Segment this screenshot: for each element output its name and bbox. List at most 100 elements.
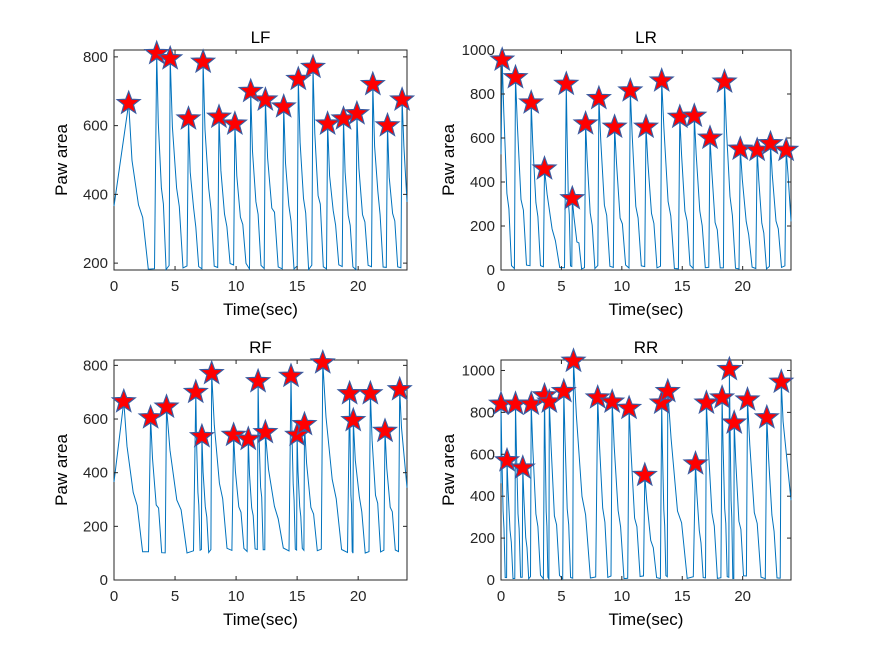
peak-marker xyxy=(502,63,529,89)
y-tick-label: 600 xyxy=(83,118,108,135)
y-tick-label: 400 xyxy=(83,186,108,203)
peak-marker xyxy=(493,446,521,472)
x-tick-label: 10 xyxy=(613,278,630,295)
peak-marker xyxy=(648,67,675,92)
x-tick-label: 0 xyxy=(497,278,505,295)
peak-marker xyxy=(734,386,761,411)
y-axis-label: Paw area xyxy=(439,124,458,196)
peak-marker xyxy=(371,417,399,443)
subplot-title: LF xyxy=(251,28,271,47)
x-tick-label: 20 xyxy=(734,588,751,605)
peak-marker xyxy=(773,136,800,162)
x-tick-label: 15 xyxy=(674,278,691,295)
peak-marker xyxy=(386,375,413,401)
y-tick-label: 400 xyxy=(83,465,108,482)
y-tick-label: 400 xyxy=(470,488,495,505)
x-axis-label: Time(sec) xyxy=(223,610,298,629)
y-tick-label: 800 xyxy=(470,404,495,421)
peak-marker xyxy=(709,383,736,409)
x-tick-label: 10 xyxy=(228,278,245,295)
peak-marker xyxy=(632,113,660,139)
y-tick-label: 200 xyxy=(83,255,108,272)
y-tick-label: 1000 xyxy=(462,362,495,379)
y-tick-label: 600 xyxy=(470,446,495,463)
y-tick-label: 600 xyxy=(83,411,108,428)
peak-marker xyxy=(601,113,628,139)
peak-marker xyxy=(753,403,780,429)
peak-marker xyxy=(314,110,341,136)
peak-marker xyxy=(188,422,215,448)
peak-marker xyxy=(143,39,170,65)
x-tick-label: 15 xyxy=(289,588,306,605)
peak-marker xyxy=(727,135,754,161)
peak-marker xyxy=(584,383,611,409)
peak-marker xyxy=(252,86,279,112)
peak-marker xyxy=(198,359,225,385)
peak-marker xyxy=(244,367,272,393)
y-tick-label: 400 xyxy=(470,174,495,191)
paw-area-trace xyxy=(113,362,408,554)
peak-marker xyxy=(235,425,262,451)
y-tick-label: 200 xyxy=(470,530,495,547)
x-tick-label: 10 xyxy=(228,588,245,605)
peak-marker xyxy=(359,70,386,96)
peak-marker xyxy=(343,99,371,125)
y-axis-label: Paw area xyxy=(439,434,458,506)
peak-marker xyxy=(681,102,708,128)
peak-marker xyxy=(682,449,709,475)
x-axis-label: Time(sec) xyxy=(609,610,684,629)
peak-marker xyxy=(270,92,297,118)
y-tick-label: 800 xyxy=(470,86,495,103)
peak-marker xyxy=(110,387,137,413)
subplot-title: LR xyxy=(635,28,657,47)
peak-marker xyxy=(648,389,675,415)
subplot-title: RR xyxy=(634,338,659,357)
peak-marker xyxy=(696,124,724,150)
peak-marker xyxy=(115,89,142,115)
peak-marker xyxy=(631,461,658,487)
y-axis-label: Paw area xyxy=(52,434,71,506)
peak-marker xyxy=(175,105,202,130)
y-tick-label: 0 xyxy=(487,572,495,589)
y-tick-label: 600 xyxy=(470,130,495,147)
y-tick-label: 0 xyxy=(487,262,495,279)
paw-area-trace xyxy=(500,59,792,270)
y-tick-label: 1000 xyxy=(462,42,495,59)
x-tick-label: 5 xyxy=(171,588,179,605)
peak-marker xyxy=(205,103,233,129)
peak-marker xyxy=(711,68,738,94)
peak-marker xyxy=(221,110,248,136)
peak-marker xyxy=(299,53,327,79)
y-tick-label: 800 xyxy=(83,49,108,66)
peak-marker xyxy=(531,155,558,180)
peak-marker xyxy=(560,347,587,373)
peak-marker xyxy=(489,46,516,72)
x-tick-label: 0 xyxy=(110,588,118,605)
peak-marker xyxy=(518,89,545,114)
peak-marker xyxy=(220,421,247,447)
peak-marker xyxy=(340,406,367,432)
subplot-rr: 0 5 10 15 2002004006008001000RRTime(sec)Paw … xyxy=(439,338,795,629)
x-tick-label: 5 xyxy=(557,278,565,295)
subplot-title: RF xyxy=(249,338,272,357)
subplot-lf: 0 5 10 15 20 200 400 600 800 LF Time(sec) Paw area xyxy=(52,28,416,319)
y-tick-label: 200 xyxy=(83,518,108,535)
paw-area-trace xyxy=(500,360,792,581)
x-tick-label: 5 xyxy=(557,588,565,605)
peak-marker xyxy=(277,362,305,388)
peak-marker xyxy=(550,377,577,403)
peak-marker xyxy=(509,454,536,480)
peak-marker xyxy=(617,76,644,102)
peak-marker xyxy=(693,389,720,415)
peak-marker xyxy=(553,70,580,96)
x-tick-label: 15 xyxy=(674,588,691,605)
peak-marker xyxy=(309,348,336,374)
peak-marker xyxy=(157,44,184,70)
y-tick-label: 0 xyxy=(100,572,108,589)
x-tick-label: 20 xyxy=(350,278,367,295)
x-tick-label: 10 xyxy=(613,588,630,605)
x-tick-label: 0 xyxy=(110,278,118,295)
peak-marker xyxy=(190,48,217,74)
